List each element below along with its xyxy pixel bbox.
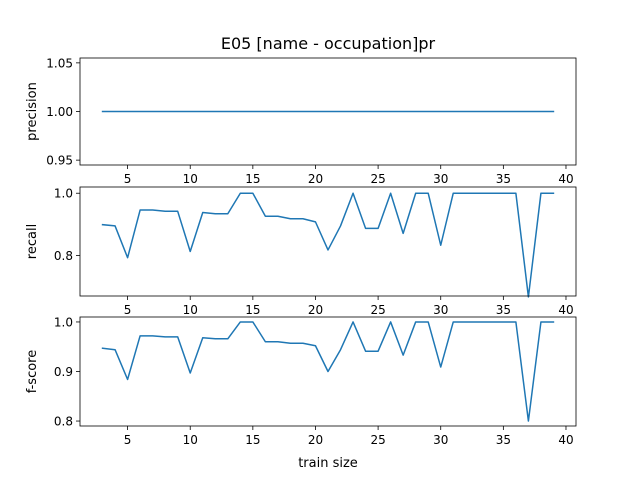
recall-x-tick-label: 5 <box>124 303 132 317</box>
recall-y-tick-label: 1.0 <box>54 187 73 201</box>
precision-panel: 5 10 15 20 25 30 35 40 0.95 1.00 1.05 precision <box>25 56 577 186</box>
f-score-x-tick-label: 10 <box>183 433 198 447</box>
chart-title: E05 [name - occupation]pr <box>221 34 436 53</box>
recall-x-tick-label: 10 <box>183 303 198 317</box>
precision-x-tick-label: 25 <box>370 172 385 186</box>
f-score-y-tick-label: 0.9 <box>54 365 73 379</box>
recall-x-tick-label: 30 <box>433 303 448 317</box>
recall-axes-frame <box>79 186 577 297</box>
precision-x-tick-label: 15 <box>245 172 260 186</box>
recall-x-tick-label: 20 <box>308 303 323 317</box>
f-score-y-tick-label: 0.8 <box>54 415 73 429</box>
precision-x-tick-label: 10 <box>183 172 198 186</box>
precision-x-tick-label: 30 <box>433 172 448 186</box>
recall-x-tick-label: 40 <box>558 303 573 317</box>
f-score-x-tick-label: 25 <box>370 433 385 447</box>
f-score-x-tick-label: 35 <box>496 433 511 447</box>
f-score-x-tick-label: 15 <box>245 433 260 447</box>
f-score-x-tick-label: 40 <box>558 433 573 447</box>
recall-y-tick-label: 0.8 <box>54 249 73 263</box>
f-score-y-axis-label: f-score <box>25 350 40 394</box>
f-score-y-tick-label: 1.0 <box>54 315 73 329</box>
precision-x-tick-label: 35 <box>496 172 511 186</box>
precision-y-tick-label: 1.05 <box>46 56 73 70</box>
recall-x-tick-label: 35 <box>496 303 511 317</box>
precision-x-tick-label: 20 <box>308 172 323 186</box>
f-score-x-tick-label: 5 <box>124 433 132 447</box>
precision-x-tick-label: 5 <box>124 172 132 186</box>
recall-series-line <box>101 192 555 298</box>
recall-y-axis-label: recall <box>25 224 40 259</box>
f-score-series-line <box>101 321 555 422</box>
f-score-panel: 5 10 15 20 25 30 35 40 0.8 0.9 1.0 f-score <box>25 315 577 447</box>
precision-x-tick-label: 40 <box>558 172 573 186</box>
precision-y-tick-label: 0.95 <box>46 154 73 168</box>
f-score-x-tick-label: 20 <box>308 433 323 447</box>
x-axis-label: train size <box>298 456 358 471</box>
precision-y-tick-label: 1.00 <box>46 105 73 119</box>
f-score-x-tick-label: 30 <box>433 433 448 447</box>
recall-panel: 5 10 15 20 25 30 35 40 0.8 1.0 recall <box>25 186 577 317</box>
recall-x-tick-label: 25 <box>370 303 385 317</box>
precision-y-axis-label: precision <box>25 82 40 141</box>
recall-x-tick-label: 15 <box>245 303 260 317</box>
